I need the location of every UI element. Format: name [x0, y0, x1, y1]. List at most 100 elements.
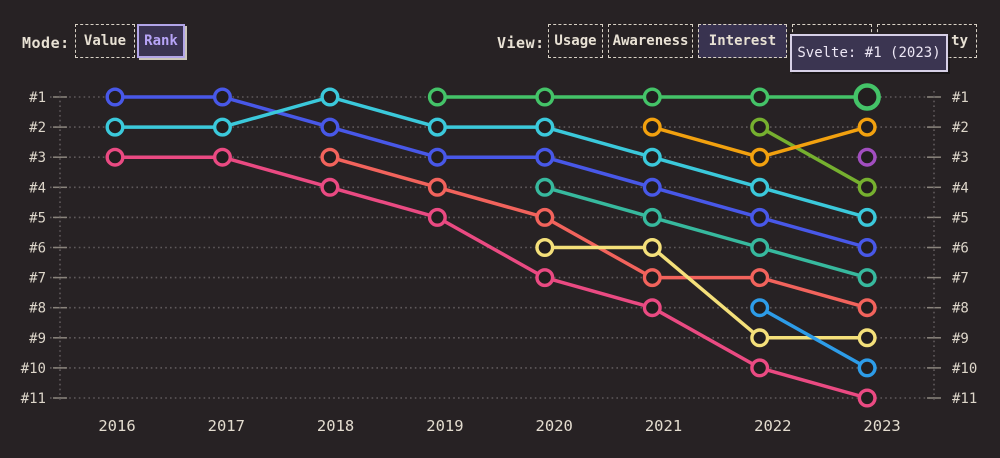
point-blue-2018[interactable]	[320, 117, 340, 137]
rank-label-left-#10: #10	[21, 361, 46, 377]
point-orange-2021[interactable]	[642, 117, 662, 137]
point-green-2022[interactable]	[750, 87, 770, 107]
point-green-2021[interactable]	[642, 87, 662, 107]
rank-label-left-#5: #5	[29, 210, 46, 226]
point-cyan-2017[interactable]	[212, 117, 232, 137]
rank-label-left-#9: #9	[29, 331, 46, 347]
rank-label-right-#6: #6	[952, 241, 969, 257]
point-cyan-2021[interactable]	[642, 147, 662, 167]
point-cyan-2019[interactable]	[427, 117, 447, 137]
rank-label-right-#8: #8	[952, 301, 969, 317]
mode-button-rank[interactable]: Rank	[137, 24, 185, 58]
year-label-2021: 2021	[645, 417, 682, 435]
point-salmon-2022[interactable]	[750, 268, 770, 288]
year-label-2017: 2017	[208, 417, 245, 435]
point-blue-2016[interactable]	[105, 87, 125, 107]
rank-label-right-#9: #9	[952, 331, 969, 347]
point-salmon-2020[interactable]	[535, 207, 555, 227]
point-lightblue-2022[interactable]	[750, 298, 770, 318]
point-yellow-2022[interactable]	[750, 328, 770, 348]
point-orange-2023[interactable]	[857, 117, 877, 137]
rank-label-right-#7: #7	[952, 271, 969, 287]
rank-label-right-#2: #2	[952, 120, 969, 136]
rank-label-right-#11: #11	[952, 391, 977, 407]
point-pink-2021[interactable]	[642, 298, 662, 318]
point-pink-2020[interactable]	[535, 268, 555, 288]
point-salmon-2019[interactable]	[427, 177, 447, 197]
rank-label-left-#1: #1	[29, 90, 46, 106]
year-label-2019: 2019	[426, 417, 463, 435]
point-green-2019[interactable]	[427, 87, 447, 107]
rank-label-left-#11: #11	[21, 391, 46, 407]
series-cyan-line	[113, 95, 869, 220]
point-green-2020[interactable]	[535, 87, 555, 107]
view-button-awareness[interactable]: Awareness	[608, 24, 693, 58]
chart-tooltip: Svelte: #1 (2023)	[790, 34, 948, 72]
point-blue-2020[interactable]	[535, 147, 555, 167]
series-blue-line	[113, 95, 869, 250]
point-cyan-2022[interactable]	[750, 177, 770, 197]
point-blue-2019[interactable]	[427, 147, 447, 167]
point-teal-2021[interactable]	[642, 207, 662, 227]
series-pink-line	[113, 155, 869, 400]
point-salmon-2021[interactable]	[642, 268, 662, 288]
point-pink-2019[interactable]	[427, 207, 447, 227]
view-button-usage[interactable]: Usage	[548, 24, 603, 58]
year-label-2016: 2016	[98, 417, 135, 435]
mode-toggle-group: Value Rank	[75, 24, 185, 58]
rank-label-left-#8: #8	[29, 301, 46, 317]
series-salmon-line	[328, 155, 869, 310]
point-cyan-2016[interactable]	[105, 117, 125, 137]
year-label-2022: 2022	[754, 417, 791, 435]
point-blue-2021[interactable]	[642, 177, 662, 197]
point-blue-2017[interactable]	[212, 87, 232, 107]
point-purple-2023[interactable]	[857, 147, 877, 167]
rank-label-right-#4: #4	[952, 180, 969, 196]
point-blue-2023[interactable]	[857, 237, 877, 257]
rank-label-right-#3: #3	[952, 150, 969, 166]
point-lime-2022[interactable]	[750, 117, 770, 137]
point-pink-2016[interactable]	[105, 147, 125, 167]
year-label-2018: 2018	[317, 417, 354, 435]
point-pink-2018[interactable]	[320, 177, 340, 197]
point-pink-2017[interactable]	[212, 147, 232, 167]
point-yellow-2023[interactable]	[857, 328, 877, 348]
point-yellow-2020[interactable]	[535, 237, 555, 257]
point-orange-2022[interactable]	[750, 147, 770, 167]
mode-label: Mode:	[22, 34, 70, 52]
view-button-interest[interactable]: Interest	[698, 24, 787, 58]
point-pink-2022[interactable]	[750, 358, 770, 378]
rank-label-left-#7: #7	[29, 271, 46, 287]
point-teal-2023[interactable]	[857, 268, 877, 288]
mode-button-value[interactable]: Value	[75, 24, 135, 58]
year-label-2023: 2023	[863, 417, 900, 435]
rank-label-left-#6: #6	[29, 241, 46, 257]
rank-label-right-#10: #10	[952, 361, 977, 377]
point-lightblue-2023[interactable]	[857, 358, 877, 378]
point-yellow-2021[interactable]	[642, 237, 662, 257]
chart-tooltip-text: Svelte: #1 (2023)	[797, 45, 941, 61]
point-teal-2020[interactable]	[535, 177, 555, 197]
year-label-2020: 2020	[536, 417, 573, 435]
point-salmon-2023[interactable]	[857, 298, 877, 318]
rank-label-left-#4: #4	[29, 180, 46, 196]
point-cyan-2018[interactable]	[320, 87, 340, 107]
point-teal-2022[interactable]	[750, 237, 770, 257]
point-cyan-2020[interactable]	[535, 117, 555, 137]
view-label: View:	[497, 34, 545, 52]
point-cyan-2023[interactable]	[857, 207, 877, 227]
point-salmon-2018[interactable]	[320, 147, 340, 167]
rank-label-left-#2: #2	[29, 120, 46, 136]
series-teal-line	[543, 185, 869, 280]
series-lime-line	[757, 125, 869, 190]
point-blue-2022[interactable]	[750, 207, 770, 227]
point-lime-2023[interactable]	[857, 177, 877, 197]
point-pink-2023[interactable]	[857, 388, 877, 408]
series-lightblue-line	[757, 305, 869, 370]
rank-label-right-#1: #1	[952, 90, 969, 106]
rank-label-left-#3: #3	[29, 150, 46, 166]
point-green-2023-highlighted[interactable]	[853, 83, 881, 111]
rank-label-right-#5: #5	[952, 210, 969, 226]
